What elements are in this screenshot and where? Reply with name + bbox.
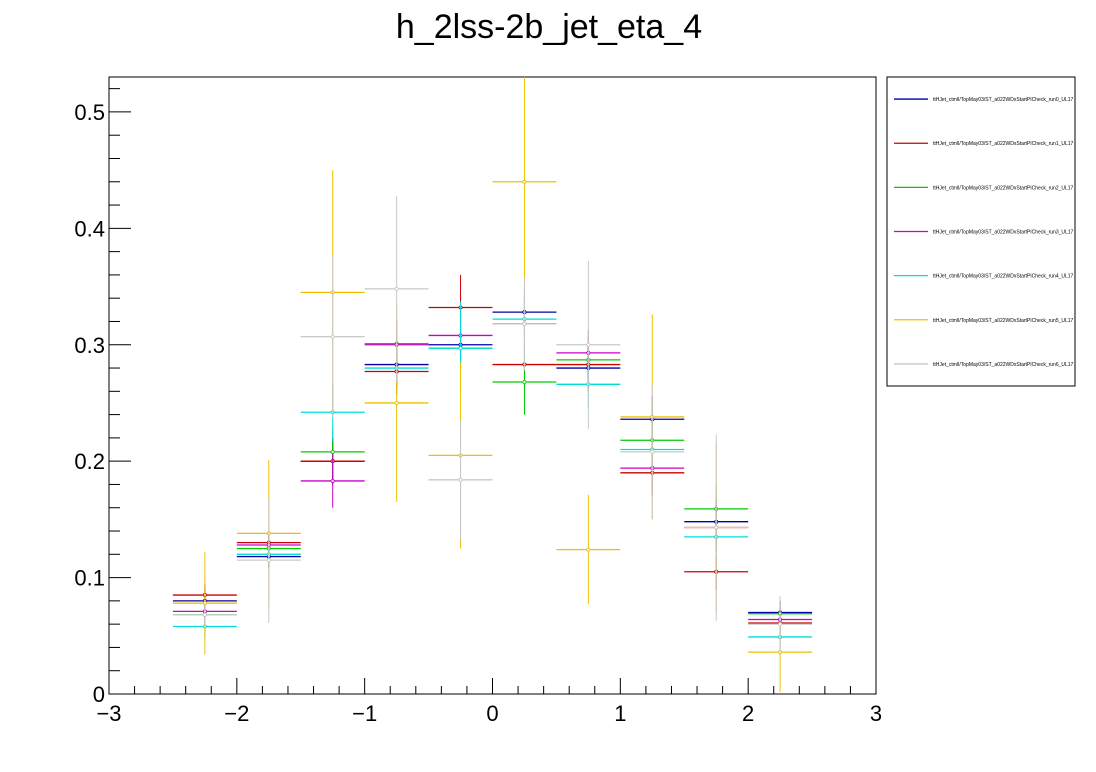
data-point [330, 478, 335, 483]
series-group [172, 77, 813, 692]
axes: −3 −2 −1 0 1 2 3 0 0.1 0.2 0.3 0.4 0.5 [74, 88, 882, 726]
data-point [522, 179, 527, 184]
x-tick-label: −2 [224, 701, 249, 726]
legend-label: ttHJet_ctmlI/TopMay03/ST_a022WDxStartPIC… [933, 141, 1074, 147]
data-point [458, 346, 463, 351]
data-point [202, 612, 207, 617]
data-point [522, 380, 527, 385]
x-tick-label: −3 [96, 701, 121, 726]
x-tick-label: −1 [352, 701, 377, 726]
legend-label: ttHJet_ctmlI/TopMay03/ST_a022WDxStartPIC… [933, 230, 1074, 236]
legend: ttHJet_ctmlI/TopMay03/ST_a022WDxStartPIC… [886, 76, 1076, 387]
legend-label: ttHJet_ctmlI/TopMay03/ST_a022WDxStartPIC… [933, 274, 1074, 280]
data-point [586, 342, 591, 347]
chart-title: h_2lss-2b_jet_eta_4 [396, 8, 702, 46]
data-point [586, 547, 591, 552]
x-tick-label: 3 [870, 701, 882, 726]
x-tick-label: 1 [614, 701, 626, 726]
data-point [522, 321, 527, 326]
legend-label: ttHJet_ctmlI/TopMay03/ST_a022WDxStartPIC… [933, 318, 1074, 324]
data-point [714, 525, 719, 530]
x-tick-label: 0 [486, 701, 498, 726]
data-point [330, 334, 335, 339]
y-tick-label: 0.3 [74, 333, 105, 358]
legend-label: ttHJet_ctmlI/TopMay03/ST_a022WDxStartPIC… [933, 362, 1074, 368]
y-tick-label: 0.4 [74, 216, 105, 241]
series-6 [172, 195, 813, 653]
data-point [330, 449, 335, 454]
data-point [650, 449, 655, 454]
y-tick-label: 0.1 [74, 566, 105, 591]
data-point [266, 558, 271, 563]
data-point [778, 622, 783, 627]
legend-label: ttHJet_ctmlI/TopMay03/ST_a022WDxStartPIC… [933, 97, 1074, 103]
legend-label: ttHJet_ctmlI/TopMay03/ST_a022WDxStartPIC… [933, 185, 1074, 191]
y-tick-label: 0 [93, 682, 105, 707]
data-point [394, 400, 399, 405]
y-tick-label: 0.2 [74, 449, 105, 474]
y-tick-label: 0.5 [74, 100, 105, 125]
x-tick-label: 2 [742, 701, 754, 726]
data-point [394, 286, 399, 291]
data-point [458, 477, 463, 482]
